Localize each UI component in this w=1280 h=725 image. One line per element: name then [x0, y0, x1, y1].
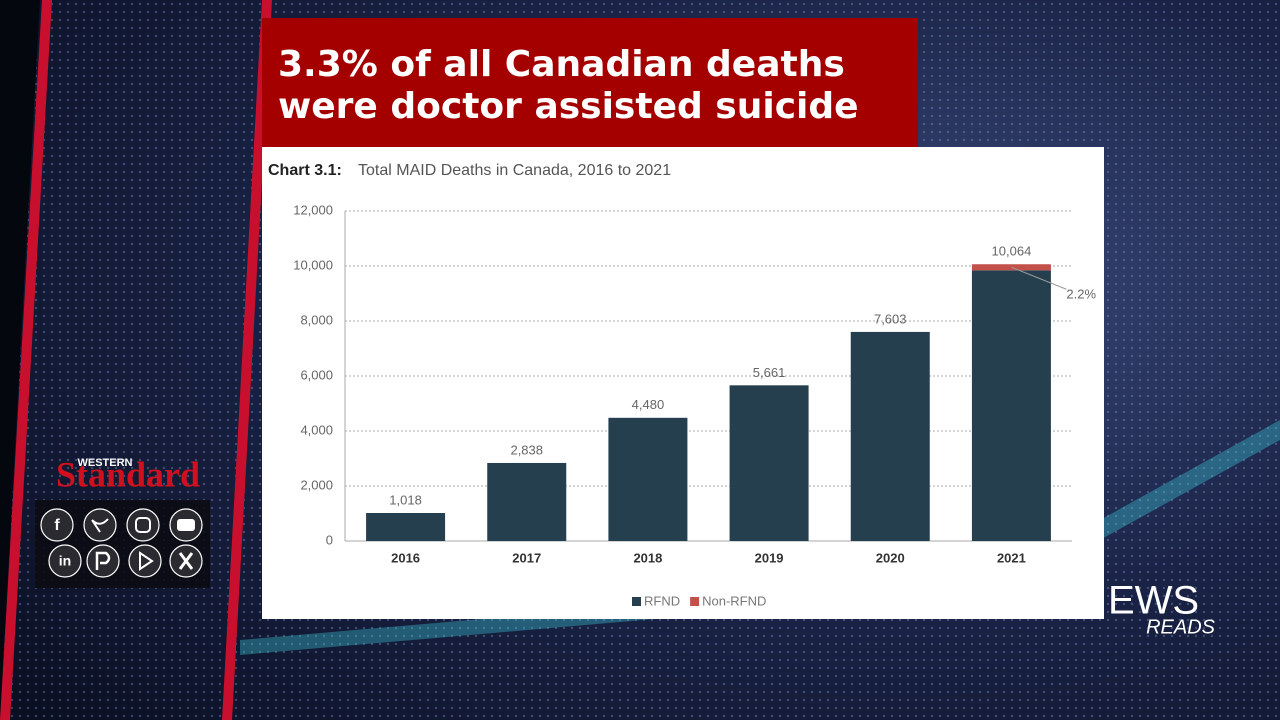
social-icon[interactable]: [126, 508, 160, 542]
y-tick-label: 2,000: [300, 477, 333, 492]
red-stripe: [222, 0, 272, 720]
total-label: 2,838: [510, 442, 543, 457]
total-label: 1,018: [389, 492, 422, 507]
linkedin-icon: in: [59, 553, 71, 569]
legend-swatch: [632, 597, 641, 606]
watermark: EWS: [1108, 579, 1199, 623]
annotation-leader: [1011, 266, 1067, 290]
chart-subtitle: Total MAID Deaths in Canada, 2016 to 202…: [358, 162, 671, 179]
gettr-glyph: [178, 552, 194, 570]
twitter-glyph: [91, 518, 109, 533]
red-stripe: [0, 0, 52, 720]
x-tick-label: 2020: [876, 550, 905, 565]
banner: [262, 18, 918, 150]
bar: [487, 462, 567, 541]
x-tick-label: 2017: [512, 550, 541, 565]
logo-large: Standard: [56, 454, 200, 494]
banner-line: were doctor assisted suicide: [278, 86, 859, 127]
social-icon[interactable]: [48, 544, 82, 578]
y-tick-label: 4,000: [300, 422, 333, 437]
total-label: 4,480: [632, 397, 665, 412]
x-tick-label: 2019: [755, 550, 784, 565]
facebook-icon: f: [54, 517, 60, 534]
bar: [608, 417, 688, 541]
bar: [366, 513, 446, 541]
total-label: 7,603: [874, 311, 907, 326]
x-tick-label: 2018: [633, 550, 662, 565]
light-streak: [1100, 420, 1280, 540]
logo-small: WESTERN: [78, 457, 133, 469]
legend-swatch: [690, 597, 700, 606]
chart-title: Chart 3.1:: [268, 162, 342, 179]
x-tick-label: 2021: [997, 550, 1026, 565]
left-dark: [0, 0, 40, 720]
y-tick-label: 0: [326, 532, 333, 547]
x-tick-label: 2016: [391, 550, 420, 565]
total-label: 10,064: [992, 244, 1032, 259]
bar: [729, 385, 809, 541]
total-label: 5,661: [753, 365, 786, 380]
bar: [971, 270, 1051, 541]
social-icon[interactable]: [83, 508, 117, 542]
instagram-glyph: [135, 517, 151, 533]
annotation: 2.2%: [1066, 287, 1096, 302]
rumble-glyph: [139, 551, 154, 571]
social-icon[interactable]: [40, 508, 74, 542]
watermark: READS: [1146, 616, 1216, 638]
legend-label: Non-RFND: [702, 593, 766, 608]
y-tick-label: 8,000: [300, 312, 333, 327]
social-icon[interactable]: [128, 544, 162, 578]
plot: 0 2,000 4,000 6,000 8,000 10,000 12,000 2016 1,0…: [293, 202, 1096, 608]
y-tick-label: 10,000: [293, 257, 333, 272]
y-tick-label: 6,000: [300, 367, 333, 382]
social-icon[interactable]: [86, 544, 120, 578]
y-tick-label: 12,000: [293, 202, 333, 217]
banner-line: 3.3% of all Canadian deaths: [278, 44, 845, 85]
legend-label: RFND: [644, 593, 680, 608]
youtube-glyph: [177, 519, 195, 531]
bar: [850, 331, 930, 541]
social-icons: [40, 508, 203, 578]
parler-glyph: [95, 551, 111, 570]
